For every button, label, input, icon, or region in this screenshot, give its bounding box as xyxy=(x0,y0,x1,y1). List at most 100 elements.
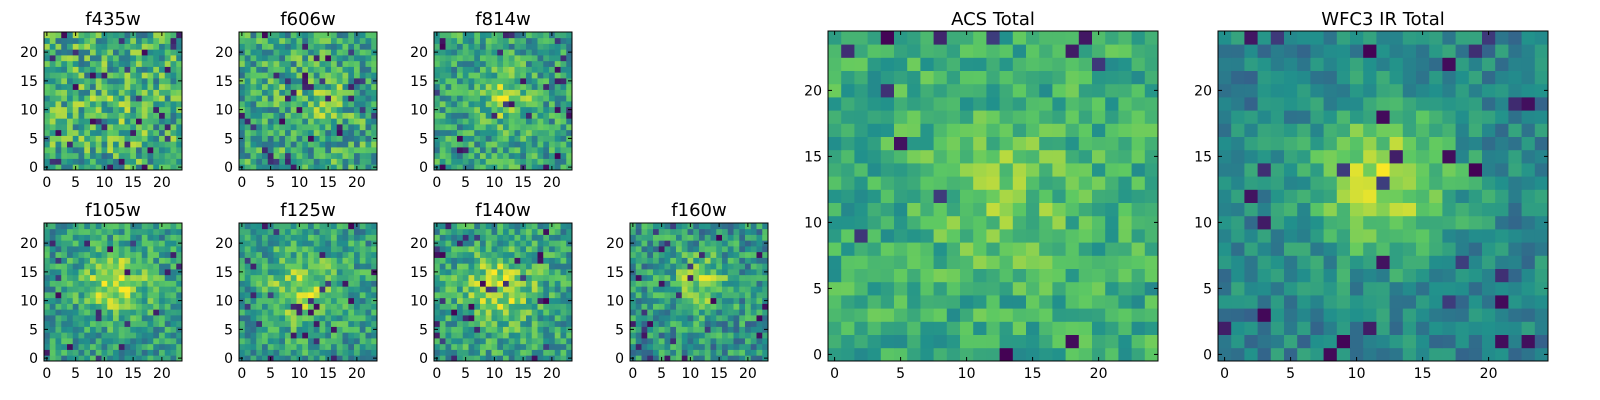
heatmap-cell xyxy=(141,78,148,85)
heatmap-cell xyxy=(841,295,855,309)
heatmap-cell xyxy=(164,251,171,258)
heatmap-cell xyxy=(491,246,498,253)
heatmap-cell xyxy=(124,257,131,264)
heatmap-cell xyxy=(681,240,688,247)
heatmap-cell xyxy=(973,229,987,243)
heatmap-cell xyxy=(739,355,746,362)
heatmap-cell xyxy=(170,43,177,50)
heatmap-cell xyxy=(354,66,361,73)
heatmap-cell xyxy=(72,158,79,165)
heatmap-cell xyxy=(1092,83,1106,98)
heatmap-cell xyxy=(986,268,1000,283)
heatmap-cell xyxy=(647,263,654,270)
heatmap-cell xyxy=(250,349,257,356)
heatmap-cell xyxy=(331,257,338,264)
heatmap-cell xyxy=(762,286,769,293)
heatmap-cell xyxy=(687,326,694,333)
heatmap-cell xyxy=(279,124,286,131)
heatmap-cell xyxy=(653,303,660,310)
heatmap-cell xyxy=(503,32,510,39)
heatmap-cell xyxy=(722,251,729,258)
heatmap-cell xyxy=(90,303,97,310)
heatmap-cell xyxy=(273,129,280,136)
heatmap-cell xyxy=(543,315,550,322)
heatmap-cell xyxy=(474,338,481,345)
heatmap-cell xyxy=(267,292,274,299)
heatmap-cell xyxy=(250,112,257,119)
heatmap-cell xyxy=(1052,123,1066,137)
heatmap-cell xyxy=(78,147,85,154)
heatmap-cell xyxy=(359,338,366,345)
heatmap-cell xyxy=(841,123,855,137)
heatmap-cell xyxy=(687,251,694,258)
heatmap-cell xyxy=(336,32,343,39)
heatmap-cell xyxy=(290,246,297,253)
heatmap-cell xyxy=(325,332,332,339)
heatmap-cell xyxy=(153,309,160,316)
heatmap-cell xyxy=(745,297,752,304)
heatmap-cell xyxy=(244,274,251,281)
heatmap-cell xyxy=(1026,202,1040,217)
heatmap-cell xyxy=(319,32,326,39)
heatmap-cell xyxy=(296,147,303,154)
heatmap-cell xyxy=(55,338,62,345)
heatmap-cell xyxy=(365,234,372,241)
heatmap-cell xyxy=(566,147,573,154)
heatmap-cell xyxy=(365,343,372,350)
heatmap-cell xyxy=(113,343,120,350)
heatmap-cell xyxy=(101,147,108,154)
heatmap-cell xyxy=(256,349,263,356)
heatmap-cell xyxy=(153,274,160,281)
heatmap-cell xyxy=(514,112,521,119)
heatmap-cell xyxy=(933,176,948,190)
heatmap-cell xyxy=(55,95,62,102)
heatmap-cell xyxy=(480,43,487,50)
heatmap-cell xyxy=(273,112,280,119)
heatmap-cell xyxy=(750,309,757,316)
heatmap-cell xyxy=(474,228,481,235)
heatmap-cell xyxy=(256,246,263,253)
heatmap-cell xyxy=(543,158,550,165)
heatmap-cell xyxy=(756,332,763,339)
heatmap-cell xyxy=(319,124,326,131)
heatmap-cell xyxy=(67,164,74,171)
heatmap-cell xyxy=(566,32,573,39)
heatmap-cell xyxy=(55,89,62,96)
heatmap-cell xyxy=(239,118,246,125)
heatmap-cell xyxy=(256,124,263,131)
heatmap-cell xyxy=(514,286,521,293)
heatmap-cell xyxy=(61,303,68,310)
heatmap-cell xyxy=(285,95,292,102)
heatmap-cell xyxy=(78,55,85,62)
heatmap-cell xyxy=(1350,347,1364,362)
heatmap-cell xyxy=(920,97,934,111)
heatmap-cell xyxy=(296,297,303,304)
heatmap-cell xyxy=(445,349,452,356)
heatmap-cell xyxy=(371,66,378,73)
heatmap-cell xyxy=(250,274,257,281)
heatmap-cell xyxy=(973,163,987,177)
heatmap-cell xyxy=(244,72,251,79)
heatmap-cell xyxy=(960,347,974,362)
heatmap-cell xyxy=(273,251,280,258)
heatmap-cell xyxy=(141,234,148,241)
heatmap-cell xyxy=(95,257,102,264)
heatmap-cell xyxy=(933,149,948,164)
heatmap-cell xyxy=(1131,334,1146,349)
heatmap-cell xyxy=(296,152,303,159)
heatmap-cell xyxy=(439,118,446,125)
heatmap-cell xyxy=(681,292,688,299)
heatmap-cell xyxy=(658,263,665,270)
heatmap-cell xyxy=(733,280,740,287)
heatmap-cell xyxy=(560,83,567,90)
heatmap-cell xyxy=(44,89,51,96)
heatmap-cells xyxy=(434,223,573,362)
heatmap-cell xyxy=(371,32,378,39)
heatmap-cell xyxy=(653,257,660,264)
heatmap-cell xyxy=(153,326,160,333)
heatmap-cell xyxy=(439,60,446,67)
heatmap-cell xyxy=(491,106,498,113)
heatmap-cell xyxy=(55,303,62,310)
heatmap-cell xyxy=(49,83,56,90)
heatmap-cell xyxy=(44,147,51,154)
